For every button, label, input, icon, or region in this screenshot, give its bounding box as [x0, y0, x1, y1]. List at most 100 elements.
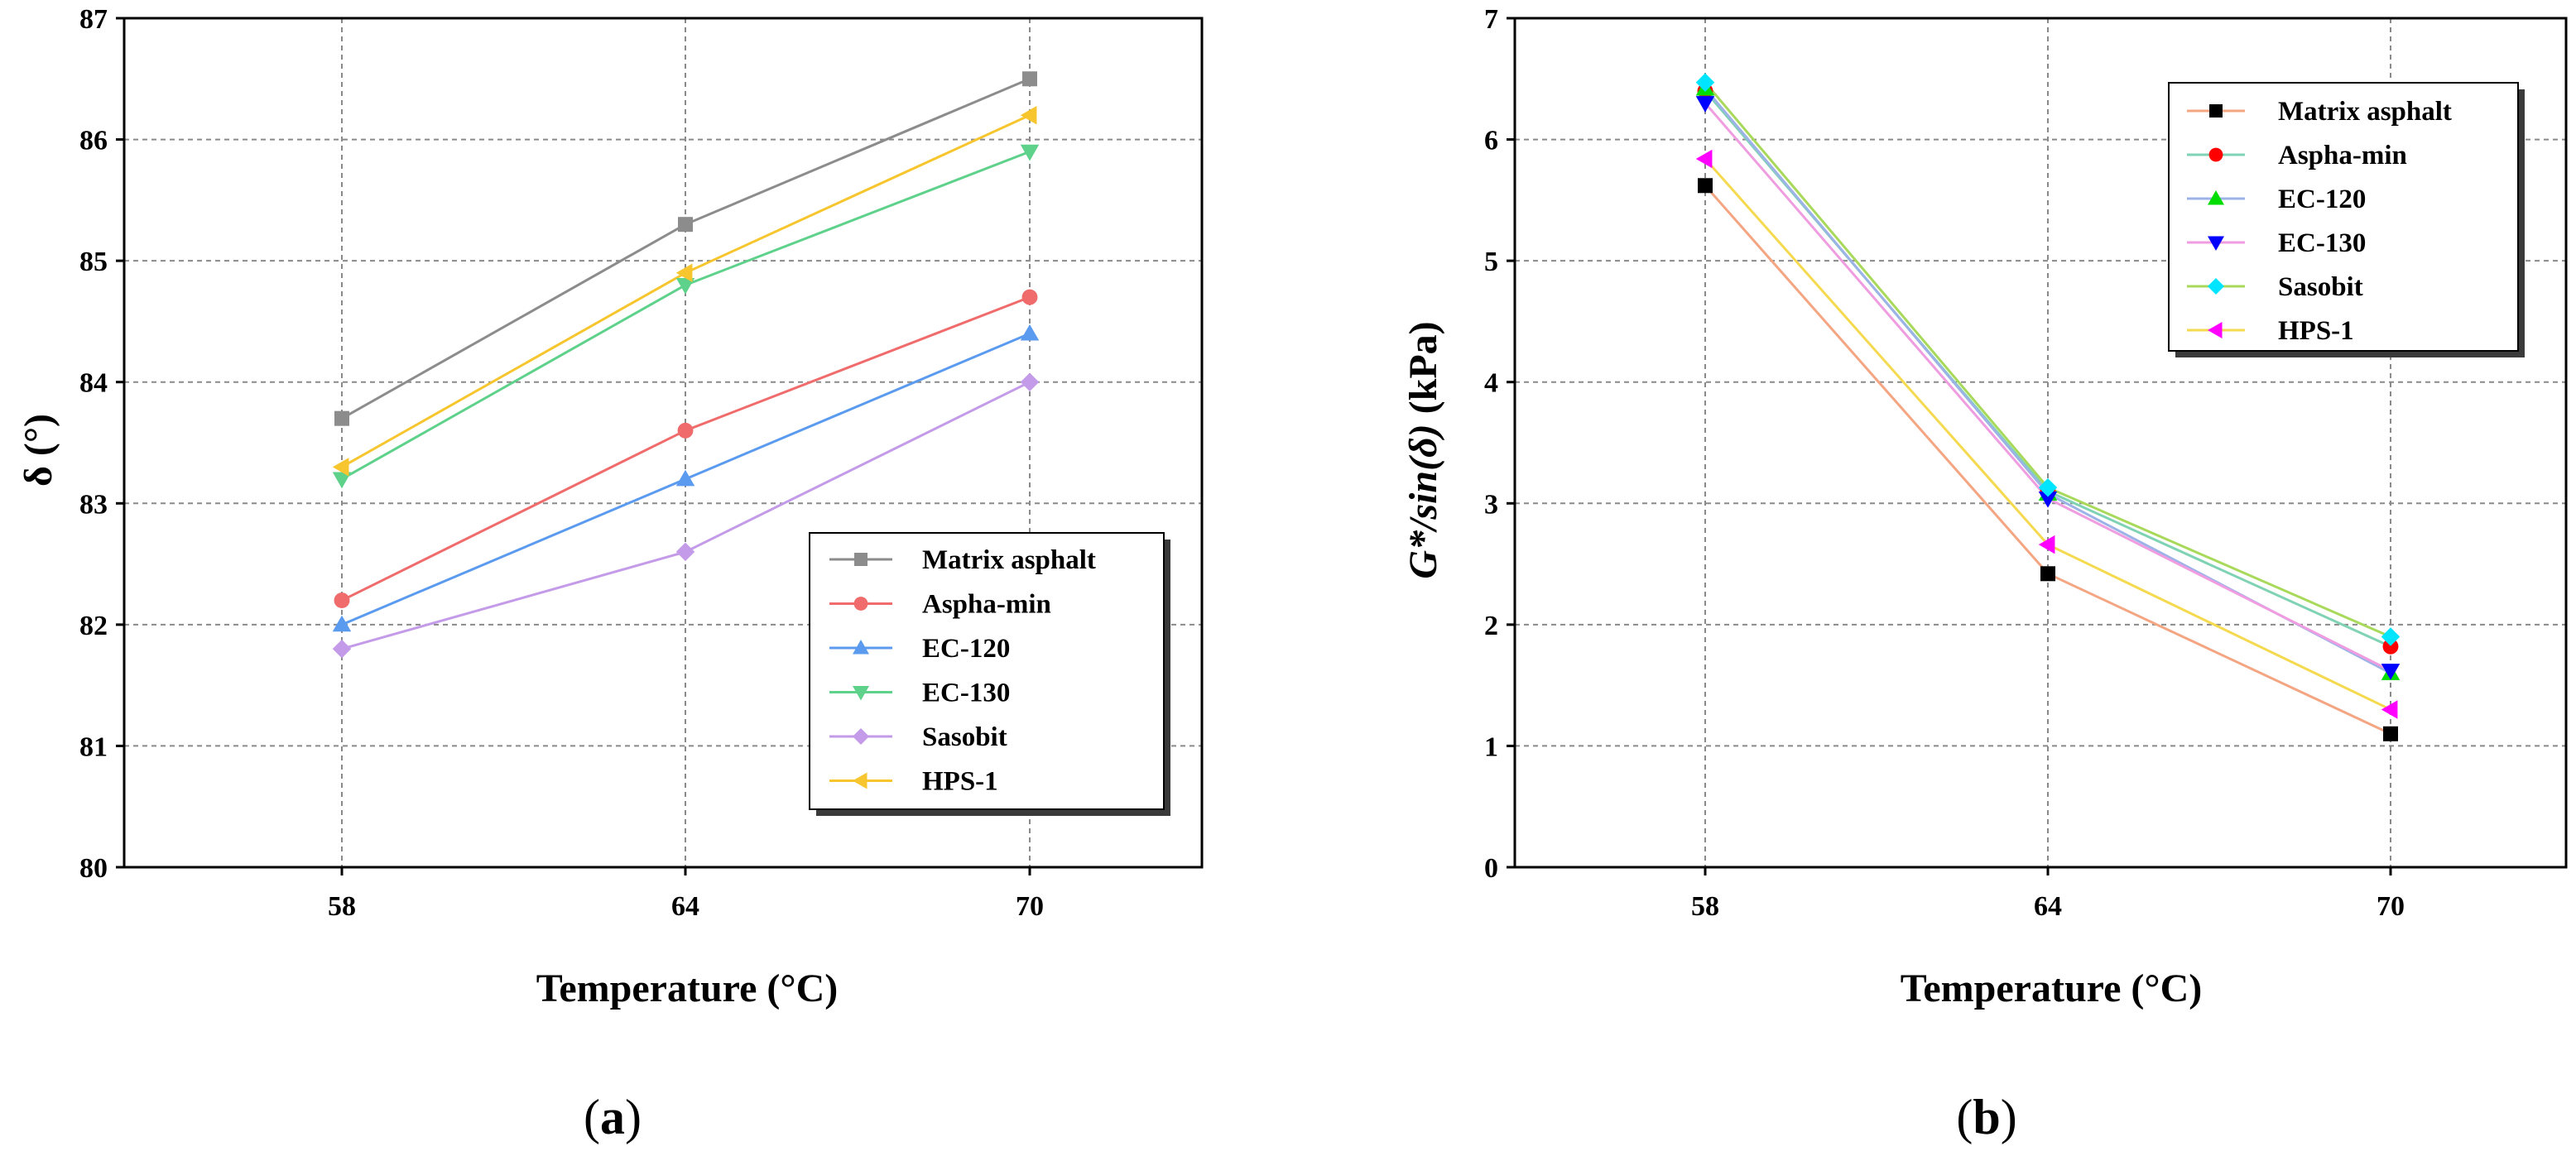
legend-label-hps-1: HPS-1	[2278, 316, 2354, 346]
legend-marker-matrix-asphalt	[2209, 104, 2223, 118]
data-point-hps-1	[675, 263, 693, 283]
legend-label-ec-120: EC-120	[2278, 185, 2366, 214]
x-axis-ticks: 58 64 70	[328, 867, 1044, 922]
y-tick-label: 0	[1484, 853, 1498, 884]
legend-label-sasobit: Sasobit	[922, 722, 1007, 752]
panel-caption-letter: b	[1973, 1090, 2000, 1144]
data-point-ec-120	[675, 469, 695, 487]
legend-marker-aspha-min	[2208, 147, 2223, 162]
legend: Matrix asphalt Aspha-min EC-120 EC-130 Sasob…	[2168, 82, 2525, 357]
legend-marker-sasobit	[853, 728, 869, 745]
legend-label-aspha-min: Aspha-min	[922, 590, 1051, 620]
legend-label-aspha-min: Aspha-min	[2278, 141, 2407, 170]
x-tick-label: 70	[1016, 891, 1044, 922]
x-tick-label: 64	[2034, 891, 2062, 922]
y-axis-title-unit: (kPa)	[1401, 321, 1445, 424]
legend-label-ec-120: EC-120	[922, 634, 1010, 664]
y-tick-label: 84	[79, 368, 108, 399]
data-point-sasobit	[675, 542, 695, 562]
data-point-sasobit	[1020, 372, 1040, 391]
data-point-hps-1	[2038, 535, 2055, 554]
x-tick-label: 70	[2377, 891, 2405, 922]
y-tick-label: 82	[79, 611, 108, 641]
data-point-hps-1	[1020, 106, 1037, 125]
x-axis-title: Temperature (°C)	[536, 967, 838, 1010]
data-point-ec-130	[2038, 491, 2058, 508]
data-point-ec-130	[1020, 144, 1040, 161]
y-tick-label: 3	[1484, 489, 1498, 520]
data-point-sasobit	[2381, 627, 2401, 646]
chart-panel-a: 80 81 82 83 84 85 86 87 58 64 70 Temperature (°C)…	[17, 4, 1204, 1144]
legend-label-sasobit: Sasobit	[2278, 272, 2363, 302]
data-point-ec-130	[1695, 96, 1715, 113]
legend-marker-ec-130	[853, 686, 869, 701]
data-point-matrix-asphalt	[2383, 726, 2398, 741]
data-point-aspha-min	[334, 592, 350, 608]
legend-box	[2168, 82, 2519, 352]
legend-marker-sasobit	[2208, 278, 2224, 295]
legend-marker-hps-1	[853, 772, 867, 789]
data-point-ec-130	[332, 472, 352, 489]
data-point-ec-130	[675, 278, 695, 295]
data-point-matrix-asphalt	[1698, 178, 1713, 194]
data-point-matrix-asphalt	[334, 410, 349, 426]
legend-label-ec-130: EC-130	[922, 679, 1010, 708]
plot-frame	[123, 17, 1204, 869]
y-tick-label: 7	[1484, 4, 1498, 35]
data-point-hps-1	[1695, 149, 1713, 169]
y-tick-label: 5	[1484, 247, 1498, 277]
data-point-sasobit	[332, 639, 352, 659]
panel-caption-letter: a	[600, 1090, 625, 1144]
y-tick-label: 2	[1484, 611, 1498, 641]
legend-marker-matrix-asphalt	[854, 553, 867, 566]
x-axis-ticks: 58 64 70	[1691, 867, 2405, 922]
data-point-sasobit	[2038, 477, 2058, 497]
legend-label-ec-130: EC-130	[2278, 228, 2366, 258]
data-point-aspha-min	[2382, 638, 2399, 655]
data-point-aspha-min	[1021, 289, 1038, 305]
y-tick-label: 87	[79, 4, 108, 35]
legend-marker-aspha-min	[853, 597, 868, 611]
plot-frame	[1513, 17, 2568, 869]
y-tick-label: 85	[79, 247, 108, 277]
y-axis-title-main: G*/sin(δ)	[1401, 424, 1445, 578]
legend-label-matrix-asphalt: Matrix asphalt	[2278, 97, 2452, 127]
y-tick-label: 86	[79, 126, 108, 156]
data-point-ec-120	[1020, 324, 1040, 341]
data-markers	[332, 71, 1040, 659]
y-axis-title: G*/sin(δ) (kPa)	[1401, 321, 1445, 578]
data-point-ec-130	[2381, 664, 2401, 680]
y-axis-ticks: 80 81 82 83 84 85 86 87	[79, 4, 124, 884]
data-point-hps-1	[2381, 700, 2398, 719]
data-point-matrix-asphalt	[678, 217, 693, 233]
legend-marker-hps-1	[2208, 322, 2223, 338]
x-tick-label: 64	[671, 891, 699, 922]
data-point-matrix-asphalt	[2040, 566, 2055, 582]
y-tick-label: 6	[1484, 126, 1498, 156]
legend-marker-ec-120	[853, 640, 869, 655]
y-axis-title: δ (°)	[17, 414, 60, 487]
x-tick-label: 58	[1691, 891, 1719, 922]
data-point-hps-1	[332, 458, 349, 477]
data-point-ec-120	[332, 615, 352, 632]
data-point-sasobit	[1695, 73, 1715, 92]
y-tick-label: 1	[1484, 731, 1498, 762]
chart-panel-b: 0 1 2 3 4 5 6 7 58 64 70 Temperature (°C) G*/sin(…	[1401, 4, 2568, 1144]
legend-box	[809, 532, 1165, 810]
x-tick-label: 58	[328, 891, 356, 922]
data-markers	[1695, 73, 2401, 741]
panel-caption-b: (b)	[1956, 1090, 2016, 1144]
y-tick-label: 83	[79, 489, 108, 520]
data-point-matrix-asphalt	[1022, 71, 1037, 87]
data-point-aspha-min	[677, 422, 694, 439]
y-tick-label: 4	[1484, 368, 1498, 399]
y-tick-label: 80	[79, 853, 108, 884]
legend-marker-ec-120	[2208, 190, 2224, 205]
legend-marker-ec-130	[2208, 236, 2224, 251]
legend-label-hps-1: HPS-1	[922, 767, 998, 797]
legend: Matrix asphalt Aspha-min EC-120 EC-130 Sasob…	[809, 532, 1170, 816]
legend-label-matrix-asphalt: Matrix asphalt	[922, 545, 1096, 575]
panel-caption-a: (a)	[584, 1090, 642, 1144]
y-tick-label: 81	[79, 731, 108, 762]
